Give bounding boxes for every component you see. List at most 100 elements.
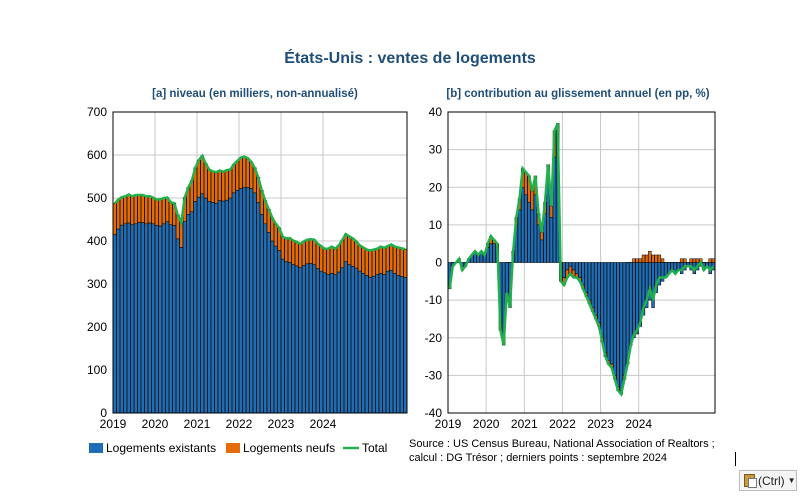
chart-b-existing-bar xyxy=(629,262,633,346)
chart-b-xtick-label: 2022 xyxy=(549,417,576,431)
chart-a-title: [a] niveau (en milliers, non-annualisé) xyxy=(152,88,358,100)
chart-b-ytick-label: 10 xyxy=(429,218,443,232)
chart-a-new-bar xyxy=(217,170,222,201)
chart-a-new-bar xyxy=(287,237,292,263)
chart-a-existing-bar xyxy=(396,275,401,414)
chart-a-existing-bar xyxy=(140,222,145,414)
chart-a-existing-bar xyxy=(368,276,373,414)
chart-a-existing-bar xyxy=(175,238,180,414)
chart-a-existing-bar xyxy=(336,271,341,414)
chart-a-new-bar xyxy=(235,160,240,191)
chart-a-new-bar xyxy=(133,194,138,225)
chart-a-existing-bar xyxy=(112,234,117,414)
chart-a-new-bar xyxy=(319,245,324,272)
chart-b-existing-bar xyxy=(489,243,493,263)
chart-a-existing-bar xyxy=(252,192,257,414)
chart-b-existing-bar xyxy=(565,262,569,271)
chart-b-existing-bar xyxy=(603,262,608,354)
chart-b-new-bar xyxy=(632,258,636,263)
chart-a-existing-bar xyxy=(245,187,250,414)
chart-b-new-bar xyxy=(530,190,534,211)
chart-a-existing-bar xyxy=(389,269,394,414)
chart-a-new-bar xyxy=(301,241,306,266)
chart-a-existing-bar xyxy=(144,223,149,414)
chart-a-existing-bar xyxy=(312,264,317,414)
chart-a-new-bar xyxy=(308,239,313,264)
chart-a-existing-bar xyxy=(186,214,191,414)
chart-a-new-bar xyxy=(375,248,380,275)
chart-a-new-bar xyxy=(305,239,310,265)
chart-a-existing-bar xyxy=(123,223,128,414)
chart-a-ytick-label: 700 xyxy=(87,105,107,119)
chart-b-existing-bar xyxy=(632,262,636,338)
chart-a-existing-bar xyxy=(385,270,390,414)
chart-a-existing-bar xyxy=(207,201,212,414)
chart-a-existing-bar xyxy=(147,222,152,414)
chart-a-xtick-label: 2022 xyxy=(226,417,253,431)
chart-a-new-bar xyxy=(378,246,383,274)
chart-b-new-bar xyxy=(711,258,716,263)
chart-b-new-bar xyxy=(641,254,646,263)
chart-a-xtick-label: 2019 xyxy=(100,417,127,431)
chart-a-existing-bar xyxy=(221,200,226,414)
chart-a-new-bar xyxy=(137,194,142,223)
chart-a-existing-bar xyxy=(158,225,163,414)
legend-new-swatch xyxy=(226,443,240,453)
chart-a-existing-bar xyxy=(224,199,229,414)
chart-a-new-bar xyxy=(361,247,366,274)
chart-a-ytick-label: 200 xyxy=(87,320,107,334)
chart-a-new-bar xyxy=(326,248,331,275)
chart-b-existing-bar xyxy=(524,194,528,263)
chart-a-new-bar xyxy=(210,171,215,203)
chart-a-xtick-label: 2023 xyxy=(268,417,295,431)
chart-a-new-bar xyxy=(280,236,285,260)
chart-a-ytick-label: 300 xyxy=(87,277,107,291)
text-cursor xyxy=(735,452,736,466)
chart-a-existing-bar xyxy=(294,265,299,414)
figure-title: États-Unis : ventes de logements xyxy=(284,48,536,67)
chart-b-new-bar xyxy=(638,258,642,263)
chart-a-existing-bar xyxy=(203,197,208,414)
chart-b-existing-bar xyxy=(625,262,630,365)
chart-b-existing-bar xyxy=(597,262,601,323)
chart-b-existing-bar xyxy=(581,262,585,286)
chart-b-panel: -40 -30 -20 -10 0 10 20 30 40 2019 2020 2021 2022 20… xyxy=(425,105,716,431)
chart-b-existing-bar xyxy=(651,262,655,308)
chart-b-new-bar xyxy=(654,254,658,263)
chart-b-xtick-label: 2023 xyxy=(587,417,614,431)
chart-b-total-line xyxy=(448,122,715,397)
chart-a-existing-bar xyxy=(249,188,254,414)
chart-a-existing-bar xyxy=(340,267,345,414)
chart-b-ytick-label: 0 xyxy=(435,256,442,270)
chart-a-new-bar xyxy=(371,249,376,277)
chart-a-existing-bar xyxy=(256,202,261,414)
chart-b-new-bar xyxy=(648,250,652,263)
chart-b-existing-bar xyxy=(533,194,538,263)
chart-a-new-bar xyxy=(336,245,341,273)
chart-a-existing-bar xyxy=(196,196,201,414)
chart-a-new-bar xyxy=(382,247,387,275)
chart-b-ytick-label: -20 xyxy=(425,331,443,345)
chart-a-new-bar xyxy=(214,171,219,204)
chart-a-existing-bar xyxy=(284,261,289,414)
chart-a-existing-bar xyxy=(168,224,173,414)
chart-a-new-bar xyxy=(158,199,163,227)
chart-b-existing-bar xyxy=(606,262,611,361)
chart-a-existing-bar xyxy=(371,276,376,414)
chart-b-existing-bar xyxy=(521,187,525,263)
chart-b-existing-bar xyxy=(578,262,582,278)
legend: Logements existants Logements neufs Tota… xyxy=(89,441,387,455)
chart-a-new-bar xyxy=(196,159,201,198)
chart-a-new-bar xyxy=(242,156,247,188)
chart-a-existing-bar xyxy=(378,273,383,414)
chart-a-frame xyxy=(112,111,408,414)
legend-existing-swatch xyxy=(89,443,103,453)
chart-b-ytick-label: 40 xyxy=(429,105,443,119)
chart-b-existing-bar xyxy=(594,262,598,316)
paste-options-button[interactable]: (Ctrl) ▼ xyxy=(739,470,797,491)
chart-a-existing-bar xyxy=(151,223,156,414)
chart-b-existing-bar xyxy=(600,262,604,338)
source-note-line2: calcul : DG Trésor ; derniers points : s… xyxy=(409,452,667,464)
chart-a-existing-bar xyxy=(130,224,135,414)
